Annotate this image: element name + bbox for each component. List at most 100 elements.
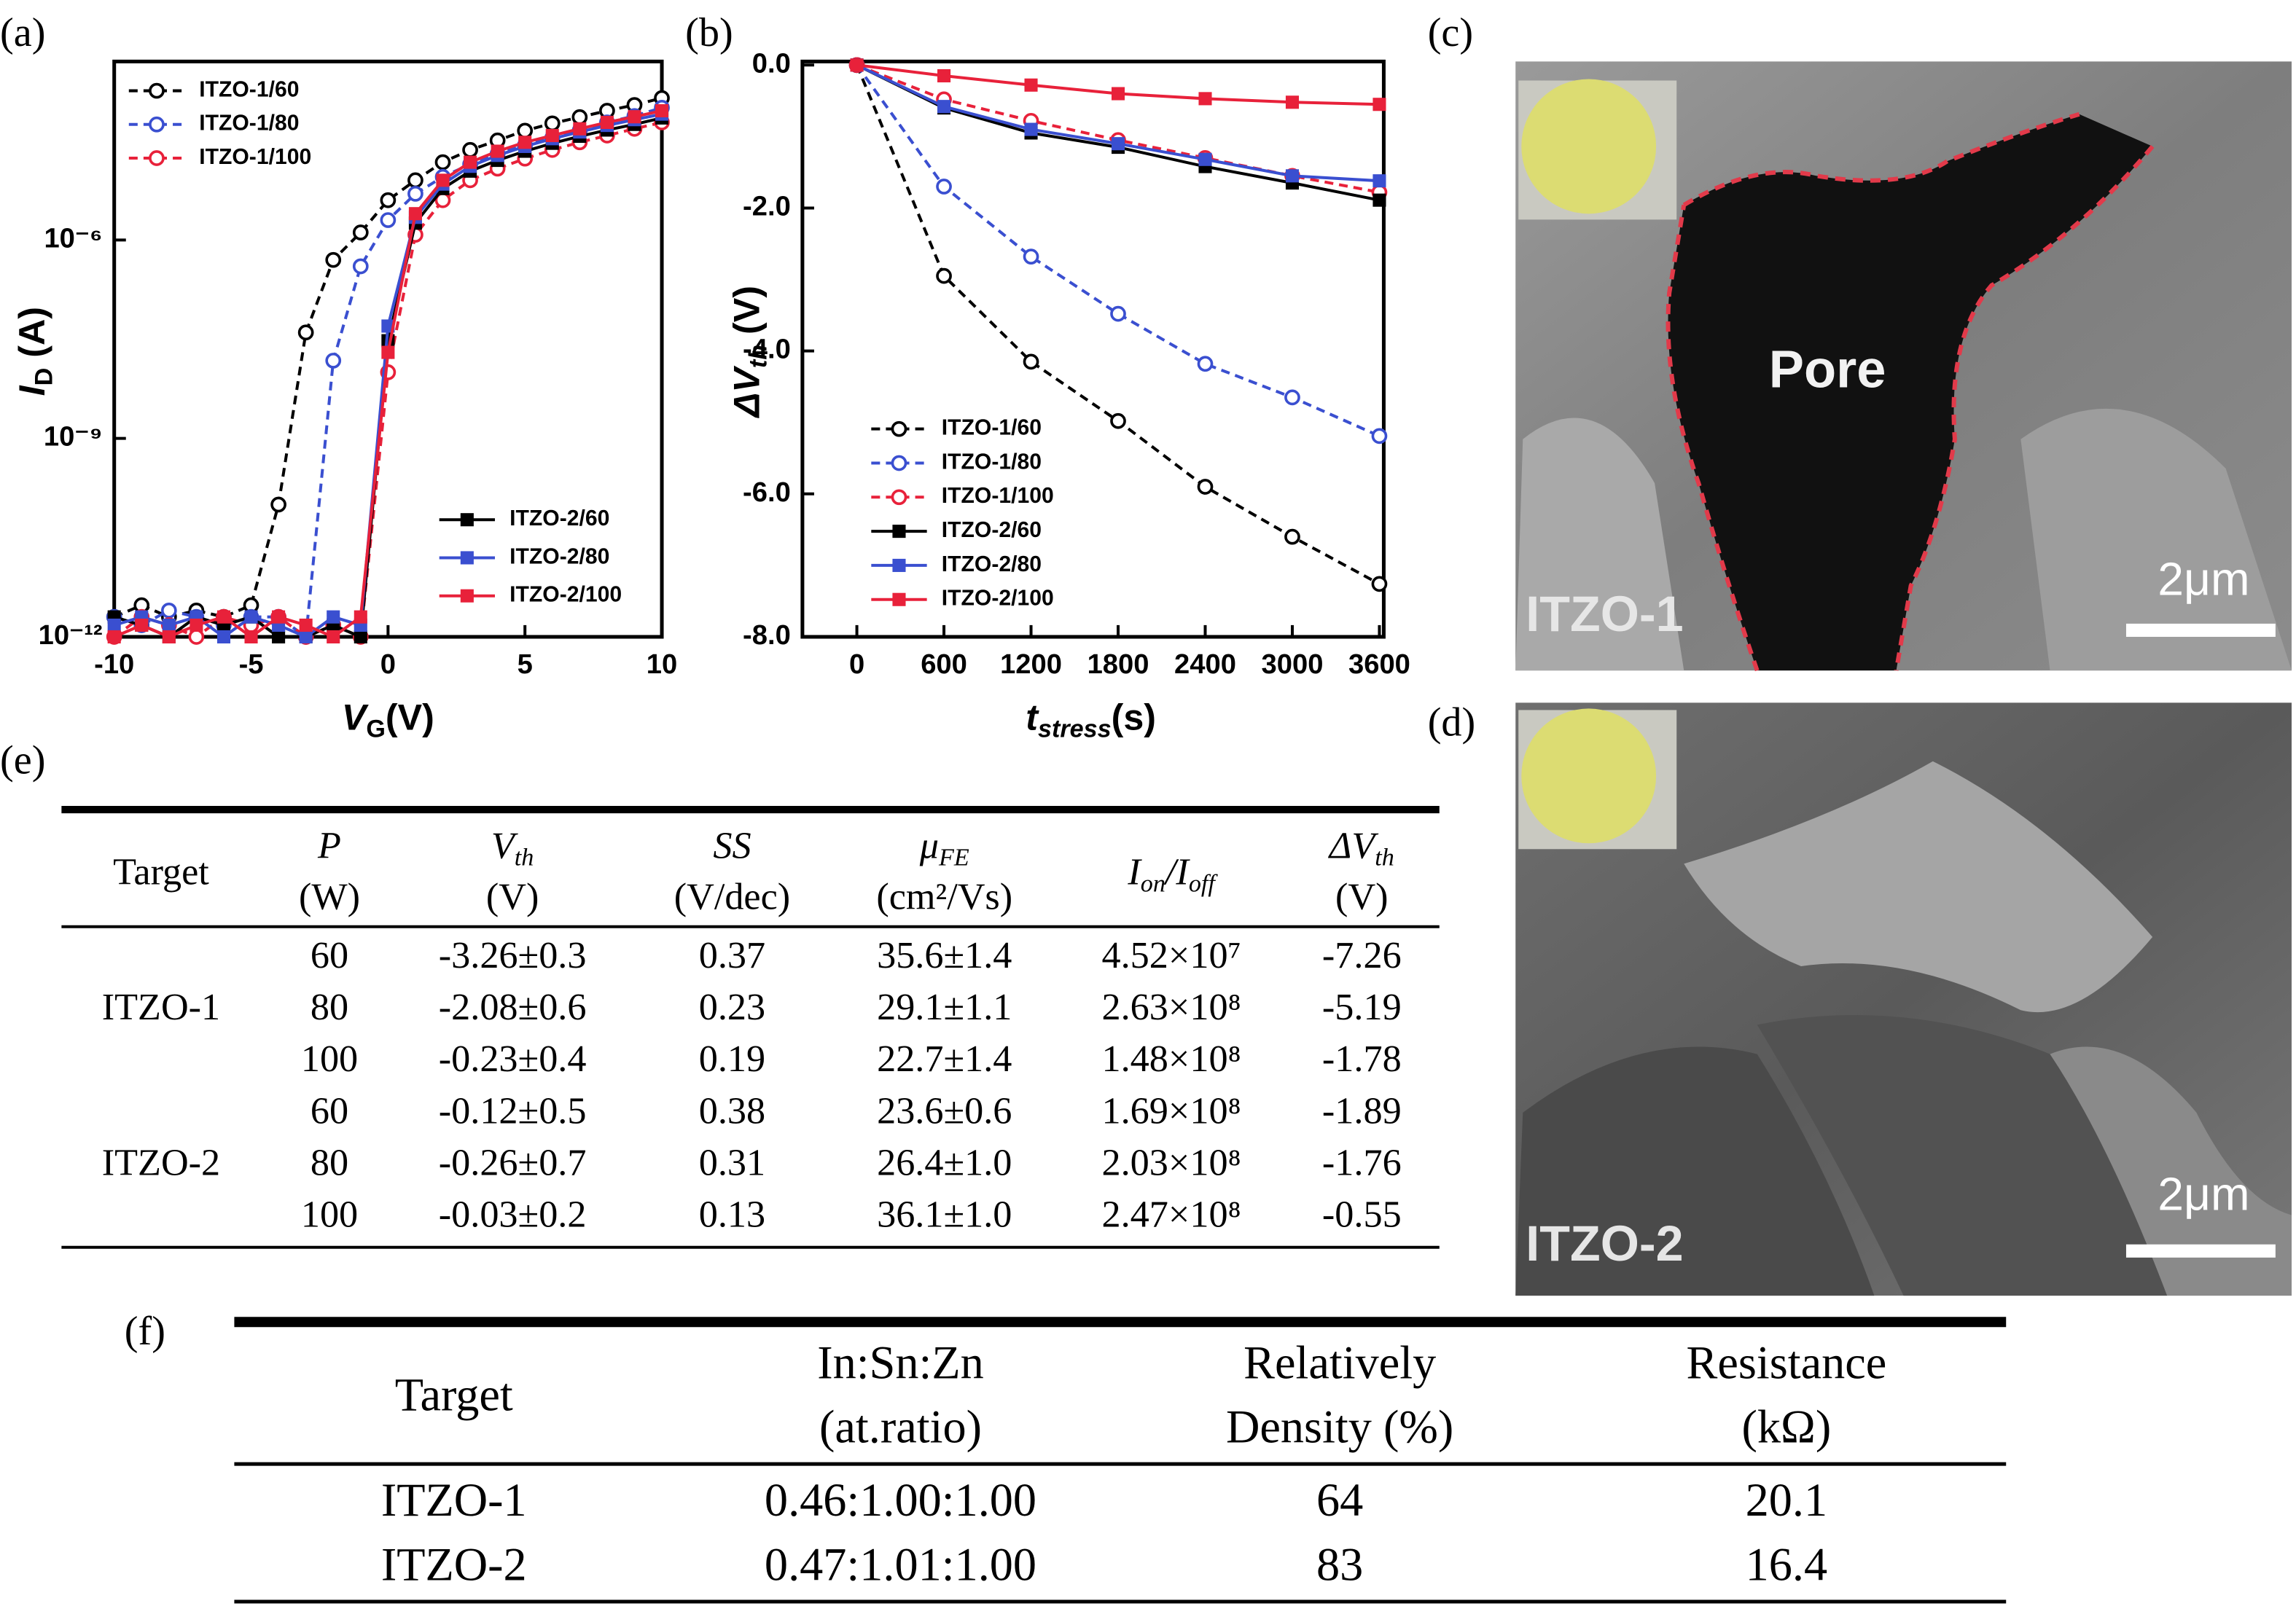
data-point	[1023, 248, 1039, 265]
data-point	[1197, 356, 1214, 372]
scale-bar	[2125, 623, 2276, 637]
table-cell: 1.69×10⁸	[1102, 1089, 1241, 1132]
legend-label: ITZO-1/80	[942, 450, 1042, 474]
series-line	[856, 63, 1380, 183]
series-line	[855, 64, 1381, 438]
y-tick-label: -6.0	[743, 477, 791, 508]
header-unit: (V/dec)	[674, 876, 790, 918]
data-point	[655, 103, 669, 118]
annotation: Pore	[1769, 340, 1886, 399]
scale-bar	[2125, 1244, 2276, 1258]
grain	[1515, 1046, 1875, 1296]
legend-marker	[892, 525, 906, 538]
legend-marker	[460, 513, 474, 527]
data-point	[327, 610, 340, 624]
table-cell: 80	[311, 1141, 348, 1183]
x-tick-label: 600	[921, 649, 967, 680]
group-label: ITZO-1	[102, 986, 220, 1028]
data-point	[135, 618, 149, 632]
data-point	[1372, 193, 1386, 207]
panel-label: (d)	[1428, 700, 1476, 745]
data-point	[352, 224, 369, 240]
legend-marker	[891, 489, 907, 506]
data-point	[162, 618, 176, 632]
header-cell: (kΩ)	[1742, 1401, 1832, 1453]
table-cell: 100	[301, 1038, 358, 1080]
header-cell: In:Sn:Zn	[817, 1336, 984, 1388]
data-point	[299, 630, 313, 644]
panel-label: (c)	[1428, 10, 1473, 55]
data-point	[216, 610, 231, 624]
data-point	[1110, 305, 1126, 322]
chart: 0 600 1200 1800 2400 3000 3600 -8.0 -6.0 -4.0 -2.0…	[743, 47, 1410, 680]
header-text: ΔV	[1328, 824, 1379, 866]
chart: -10 -5 0 5 10 10⁻¹² 10⁻⁹ 10⁻⁶ ITZO-1/60 ITZO-1/80…	[39, 59, 677, 680]
data-point	[244, 610, 258, 624]
y-tick-label: 10⁻¹²	[39, 619, 103, 651]
y-tick-label: -2.0	[743, 191, 791, 222]
header-cell: SS	[713, 824, 751, 866]
data-point	[937, 68, 951, 83]
data-point	[162, 630, 176, 644]
legend-label: ITZO-2/80	[509, 544, 609, 568]
data-point	[462, 141, 478, 158]
data-point	[1023, 353, 1039, 370]
table-cell: 0.31	[699, 1141, 765, 1183]
y-tick-label: -8.0	[743, 619, 791, 651]
header-cell: ΔVth	[1328, 824, 1394, 871]
table-cell: 2.03×10⁸	[1102, 1141, 1241, 1183]
table-cell: 0.38	[699, 1089, 765, 1132]
data-point	[380, 212, 397, 228]
data-point	[545, 128, 559, 143]
data-point	[573, 122, 587, 136]
table-cell: 60	[311, 1089, 348, 1132]
table: Target P (W) Vth (V) SS (V/dec) μFE (cm²/Vs) Ion/…	[61, 806, 1440, 1249]
data-point	[190, 618, 203, 632]
legend-marker	[149, 150, 165, 166]
table-cell: -0.26±0.7	[439, 1141, 587, 1183]
plot-frame	[800, 59, 1386, 639]
label-subscript: stress	[1038, 716, 1112, 743]
table-cell: 0.19	[699, 1038, 765, 1080]
table-cell: 0.37	[699, 934, 765, 976]
data-point	[381, 345, 395, 359]
panel-label: (b)	[685, 10, 733, 55]
label-unit: (V)	[386, 697, 434, 738]
pore	[1668, 114, 2153, 671]
header-unit: (V)	[1335, 876, 1388, 918]
table-cell: -1.89	[1322, 1089, 1402, 1132]
legend-label: ITZO-2/60	[509, 506, 609, 530]
data-point	[517, 122, 534, 139]
header-cell: Target	[113, 850, 209, 893]
x-tick-label: 10	[647, 649, 677, 680]
data-point	[1024, 78, 1038, 92]
data-point	[1285, 169, 1300, 183]
data-point	[1371, 576, 1388, 592]
legend-marker	[149, 116, 165, 133]
legend-marker	[149, 82, 165, 99]
data-point	[354, 630, 367, 644]
table-cell: 22.7±1.4	[877, 1038, 1012, 1080]
y-tick-label: 0.0	[752, 47, 791, 79]
table-cell: 2.47×10⁸	[1102, 1194, 1241, 1236]
table-cell: 0.46:1.00:1.00	[765, 1474, 1036, 1526]
table-cell: -0.23±0.4	[439, 1038, 587, 1080]
x-tick-label: 3000	[1262, 649, 1324, 680]
y-tick-label: 10⁻⁹	[44, 421, 103, 453]
data-point	[1198, 152, 1212, 166]
data-point	[107, 618, 121, 632]
header-text: μ	[919, 824, 939, 866]
header-unit: (V)	[486, 876, 539, 918]
data-point	[1371, 428, 1388, 444]
label-subscript: D	[30, 368, 58, 386]
header-subscript: FE	[938, 844, 969, 871]
label-unit: (s)	[1112, 697, 1156, 738]
table-cell: ITZO-2	[381, 1539, 527, 1591]
x-tick-label: -10	[94, 649, 134, 680]
data-point	[937, 100, 951, 114]
table-cell: 64	[1316, 1474, 1363, 1526]
x-tick-label: 1200	[1000, 649, 1062, 680]
label-text: t	[1026, 697, 1039, 738]
panel-label: (f)	[125, 1309, 165, 1354]
